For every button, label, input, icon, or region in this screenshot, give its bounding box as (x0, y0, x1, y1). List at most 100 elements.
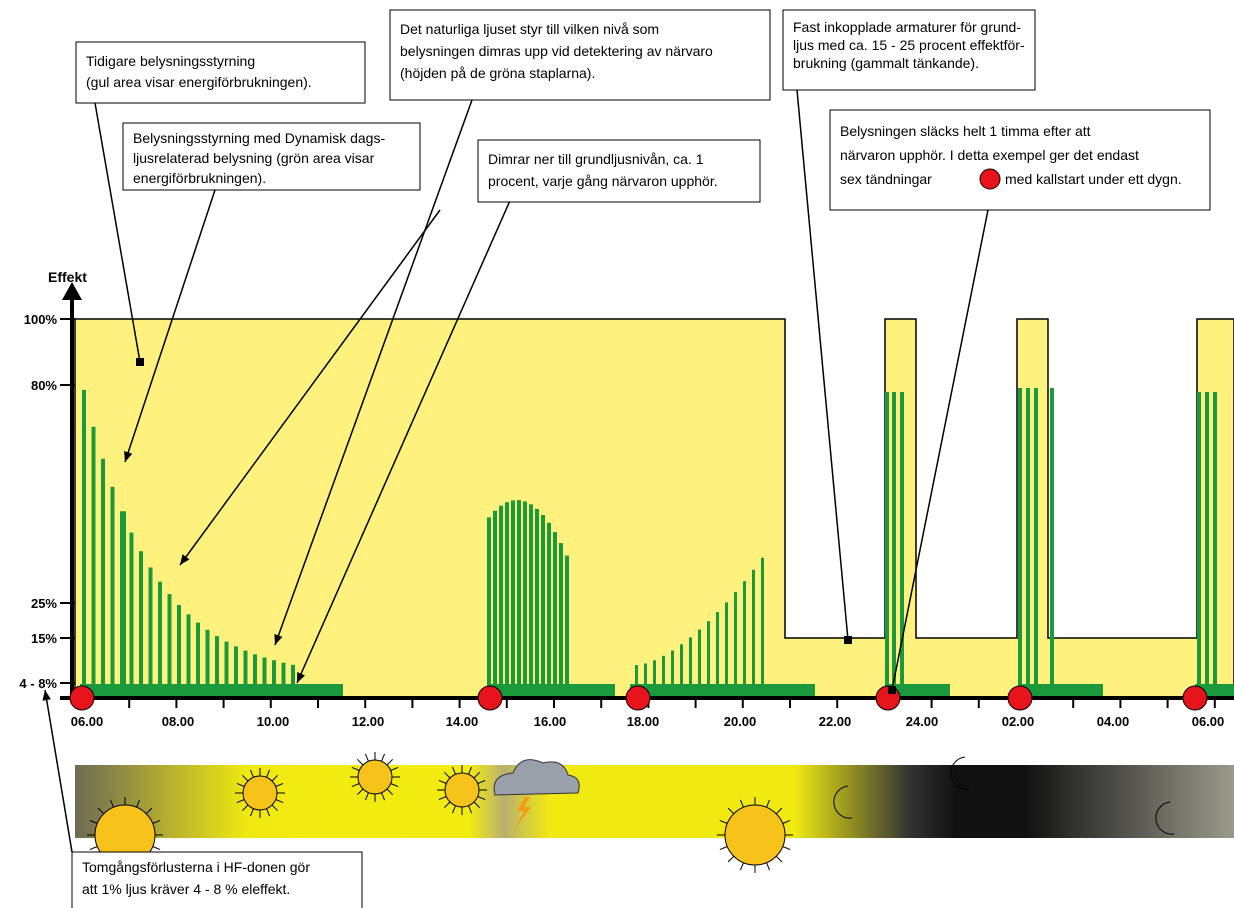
sun (445, 773, 479, 807)
presence-bar (149, 567, 153, 698)
sun-ray (357, 759, 363, 765)
y-tick-label: 15% (31, 631, 57, 646)
annotation-text: belysningen dimras upp vid detektering a… (400, 43, 713, 59)
annotation-text: ljus med ca. 15 - 25 procent effektför- (793, 37, 1025, 53)
cloud (494, 760, 579, 795)
ignition-marker (70, 686, 94, 710)
presence-bar (565, 556, 569, 698)
presence-bar (725, 602, 728, 698)
presence-bar (743, 581, 746, 698)
sun-ray (90, 846, 97, 849)
presence-bar (225, 642, 229, 698)
y-tick-label: 25% (31, 596, 57, 611)
presence-bar (1205, 392, 1209, 698)
presence-bar (680, 644, 683, 698)
y-tick-label: 80% (31, 378, 57, 393)
annotation-text: Det naturliga ljuset styr till vilken ni… (400, 21, 659, 37)
presence-bar (892, 392, 896, 698)
sun-ray (740, 863, 743, 870)
sun (725, 805, 785, 865)
sun-ray (382, 754, 385, 761)
sun-ray (776, 856, 782, 862)
presence-bar (1197, 392, 1201, 698)
annotation-text: (höjden på de gröna staplarna). (400, 65, 595, 81)
annotation-text: sex tändningar (840, 171, 932, 187)
x-tick-label: 04.00 (1097, 714, 1130, 729)
presence-bar (215, 636, 219, 698)
annotation-text: brukning (gammalt tänkande). (793, 55, 979, 71)
presence-bar (662, 656, 665, 698)
presence-bar (234, 646, 238, 698)
presence-bar (499, 506, 503, 698)
sun-ray (387, 759, 393, 765)
presence-bar (291, 665, 295, 698)
presence-bar (187, 614, 191, 698)
presence-bar (487, 517, 491, 698)
presence-bar (734, 592, 737, 698)
x-tick-label: 20.00 (724, 714, 757, 729)
presence-bar (206, 630, 210, 698)
presence-bar (130, 533, 134, 698)
sun-ray (720, 846, 727, 849)
presence-bar (885, 392, 889, 698)
annotation-text: procent, varje gång närvaron upphör. (488, 173, 718, 189)
presence-bar (707, 621, 710, 698)
presence-bar (716, 612, 719, 698)
old-consumption-area (75, 319, 1234, 698)
leader-end (844, 636, 852, 644)
presence-bar (120, 511, 126, 698)
presence-bar (253, 654, 257, 698)
presence-bar (535, 509, 539, 698)
presence-bar (177, 605, 181, 698)
x-tick-label: 24.00 (906, 714, 939, 729)
presence-bar (900, 392, 904, 698)
annotation-text: Belysningen släcks helt 1 timma efter at… (840, 123, 1091, 139)
diagram: Effekt100%80%25%15%4 - 8%06.0008.0010.00… (0, 0, 1234, 908)
base-light (1020, 684, 1103, 698)
annotation-text: närvaron upphör. I detta exempel ger det… (840, 147, 1139, 163)
presence-bar (505, 502, 509, 698)
presence-bar (101, 459, 105, 698)
presence-bar (282, 663, 286, 698)
presence-bar (761, 558, 764, 698)
x-tick-label: 14.00 (446, 714, 479, 729)
x-tick-label: 18.00 (627, 714, 660, 729)
x-tick-label: 08.00 (162, 714, 195, 729)
ignition-marker (1183, 686, 1207, 710)
ignition-marker (478, 686, 502, 710)
base-light (80, 684, 343, 698)
ignition-legend (980, 169, 1000, 189)
annotation-text: (gul area visar energiförbrukningen). (86, 74, 312, 90)
annotation-text: ljusrelaterad belysning (grön area visar (133, 150, 375, 166)
presence-bar (541, 515, 545, 698)
presence-bar (111, 487, 115, 698)
sun-ray (153, 846, 160, 849)
annotation-box (76, 42, 365, 103)
presence-bar (139, 551, 143, 698)
presence-bar (752, 570, 755, 698)
presence-bar (1018, 388, 1022, 698)
presence-bar (1050, 388, 1054, 698)
presence-bar (523, 501, 527, 698)
x-tick-label: 02.00 (1002, 714, 1035, 729)
annotation-text: att 1% ljus kräver 4 - 8 % eleffekt. (82, 881, 290, 897)
presence-bar (553, 532, 557, 698)
sun-ray (365, 754, 368, 761)
presence-bar (158, 582, 162, 698)
sun (243, 776, 277, 810)
presence-bar (92, 427, 96, 698)
presence-bar (493, 511, 497, 698)
presence-bar (1213, 392, 1217, 698)
annotation-text: energiförbrukningen). (133, 170, 266, 186)
plot (75, 319, 1234, 698)
leader-line (45, 690, 72, 852)
ignition-marker (1008, 686, 1032, 710)
presence-bar (689, 637, 692, 698)
presence-bar (244, 651, 248, 698)
presence-bar (168, 594, 172, 698)
annotation-text: Fast inkopplade armaturer för grund- (793, 19, 1021, 35)
leader-arrow (42, 690, 50, 701)
y-tick-label: 100% (24, 312, 58, 327)
leader-end (136, 358, 144, 366)
ignition-marker (626, 686, 650, 710)
